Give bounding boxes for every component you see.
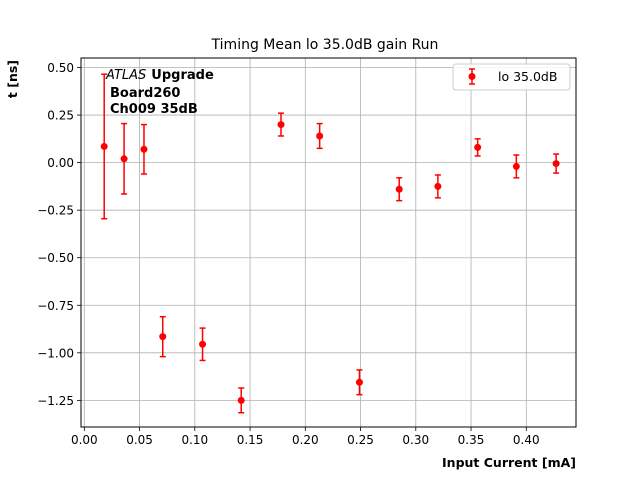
legend-label: lo 35.0dB <box>498 69 557 84</box>
y-axis-label: t [ns] <box>5 60 20 98</box>
data-point <box>316 122 324 150</box>
data-marker <box>277 121 285 129</box>
data-marker <box>474 143 482 151</box>
data-marker <box>140 145 148 153</box>
legend-box <box>452 63 571 91</box>
x-tick-label: 0.10 <box>181 433 208 447</box>
y-tick-label: −0.50 <box>37 251 74 265</box>
atlas-label: ATLAS <box>105 68 146 83</box>
data-point <box>395 177 403 202</box>
x-tick-label: 0.15 <box>237 433 264 447</box>
data-marker <box>395 185 403 193</box>
data-marker <box>159 333 167 341</box>
data-marker <box>434 182 442 190</box>
data-points <box>100 73 560 414</box>
x-tick-label: 0.05 <box>126 433 153 447</box>
data-point <box>512 154 520 179</box>
y-tick-label: 0.00 <box>47 156 74 170</box>
x-tick-label: 0.35 <box>458 433 485 447</box>
data-point <box>120 122 128 195</box>
y-tick-label: −1.00 <box>37 346 74 360</box>
data-marker <box>100 142 108 150</box>
x-axis-label: Input Current [mA] <box>442 455 576 470</box>
atlas-annotation: ATLAS Upgrade Board260 Ch009 35dB <box>105 68 214 117</box>
data-point <box>159 315 167 358</box>
data-marker <box>355 378 363 386</box>
x-tick-label: 0.00 <box>71 433 98 447</box>
x-tick-label: 0.25 <box>347 433 374 447</box>
data-point <box>474 138 482 157</box>
data-marker <box>120 155 128 163</box>
data-marker <box>316 132 324 140</box>
x-tick-label: 0.40 <box>513 433 540 447</box>
data-marker <box>237 396 245 404</box>
axes-frame <box>80 57 577 428</box>
y-tick-label: −0.25 <box>37 204 74 218</box>
data-point <box>552 153 560 174</box>
data-point <box>140 123 148 175</box>
legend-marker <box>468 73 476 80</box>
upgrade-label: Upgrade <box>151 68 214 83</box>
axis-ticks: 0.00 0.05 0.10 0.15 0.20 0.25 0.30 0.35 0.40 0.50… <box>37 61 539 447</box>
board-label: Board260 <box>110 86 180 101</box>
data-point <box>237 387 245 414</box>
data-marker <box>512 162 520 170</box>
data-point <box>277 112 285 137</box>
data-point <box>355 369 363 396</box>
data-marker <box>552 160 560 168</box>
x-tick-label: 0.30 <box>402 433 429 447</box>
y-tick-label: 0.50 <box>47 61 74 75</box>
y-tick-label: 0.25 <box>47 109 74 123</box>
channel-label: Ch009 35dB <box>110 102 198 117</box>
y-tick-label: −1.25 <box>37 394 74 408</box>
y-tick-label: −0.75 <box>37 299 74 313</box>
x-tick-label: 0.20 <box>292 433 319 447</box>
legend: lo 35.0dB <box>452 63 571 91</box>
data-marker <box>199 340 207 348</box>
data-point <box>434 174 442 199</box>
chart-title: Timing Mean lo 35.0dB gain Run <box>211 37 439 53</box>
data-point <box>100 73 108 220</box>
data-point <box>199 327 207 362</box>
